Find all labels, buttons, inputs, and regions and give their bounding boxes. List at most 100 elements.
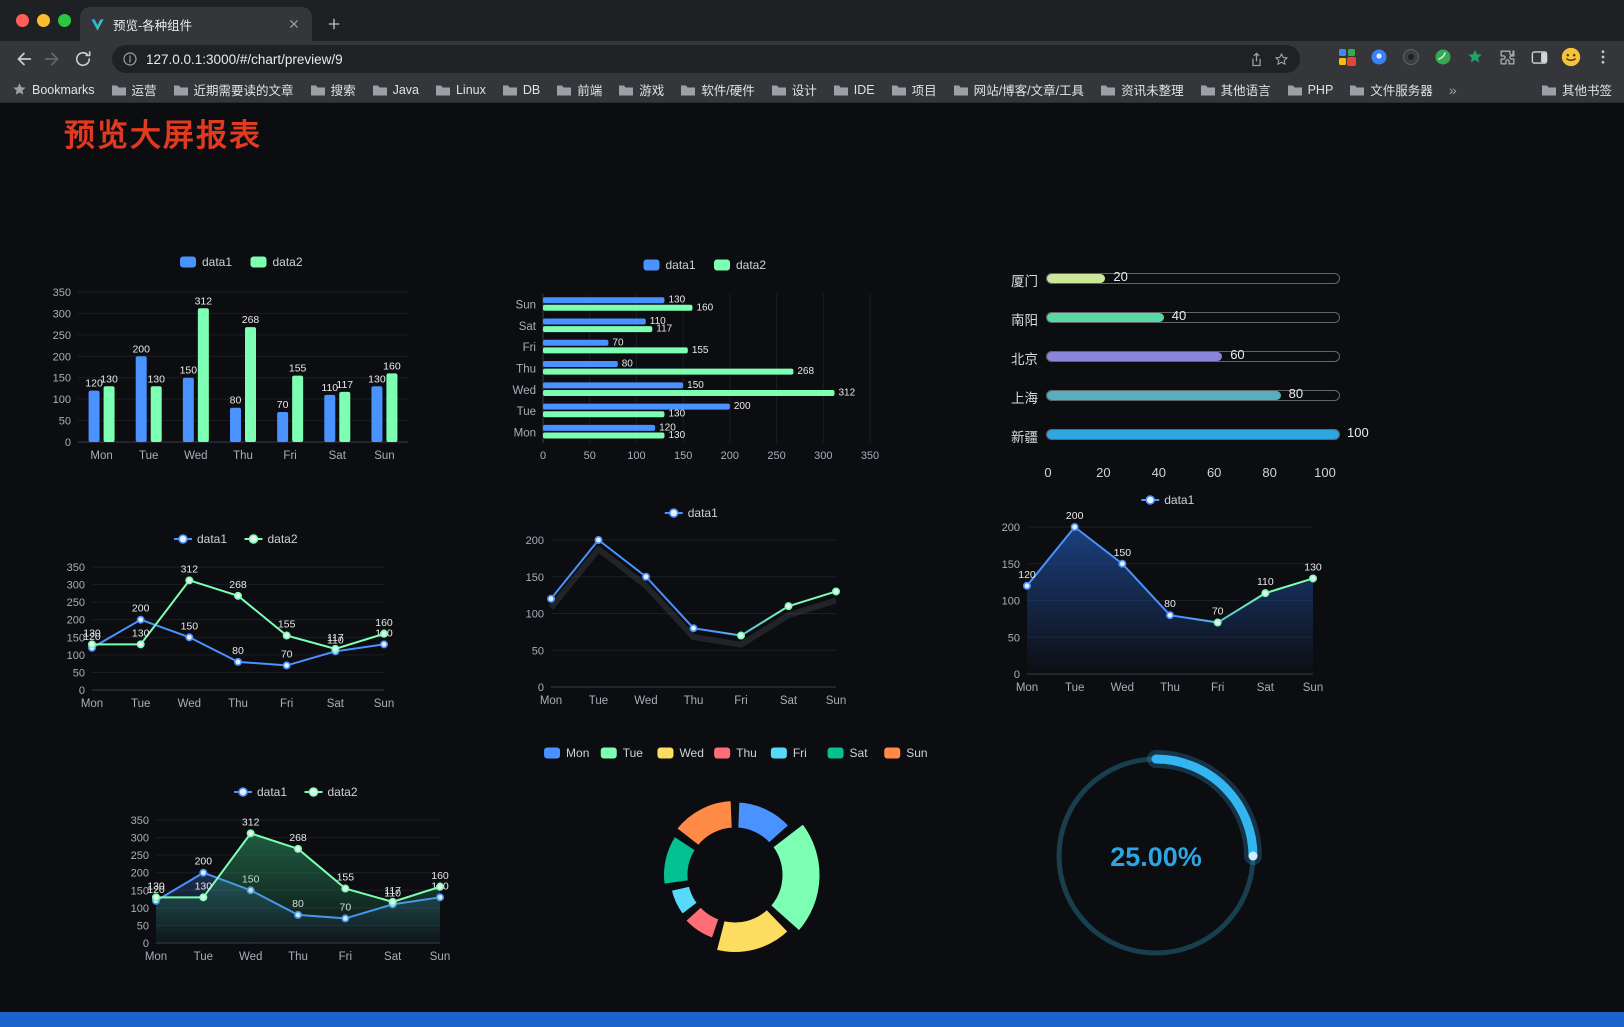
svg-text:130: 130 [668,295,685,306]
svg-text:268: 268 [289,832,307,844]
svg-text:130: 130 [147,880,165,892]
extension-drop-icon[interactable] [1366,44,1392,70]
progress-fill [1047,313,1164,322]
share-icon[interactable] [1248,51,1265,68]
progress-row: 新疆 100 [1000,421,1369,447]
extension-dark-icon[interactable] [1398,44,1424,70]
svg-text:Tue: Tue [131,698,150,710]
folder-icon [111,85,126,95]
bookmark-folder-item[interactable]: 文件服务器 [1349,80,1433,99]
bookmark-folder-item[interactable]: 游戏 [618,80,664,99]
bookmark-folder-item[interactable]: 软件/硬件 [680,80,755,99]
svg-text:117: 117 [336,379,353,391]
svg-text:Sat: Sat [780,695,798,707]
svg-text:312: 312 [242,816,260,828]
bookmark-folder-item[interactable]: 近期需要读的文章 [173,80,294,99]
folder-icon [435,85,450,95]
progress-value: 20 [1113,269,1128,284]
bookmark-folder-item[interactable]: IDE [833,83,875,97]
svg-text:data1: data1 [202,255,232,269]
bookmark-folder-item[interactable]: 其他语言 [1200,80,1271,99]
bookmark-folder-item[interactable]: 网站/博客/文章/工具 [953,80,1084,99]
bookmark-folder-item[interactable]: 运营 [111,80,157,99]
svg-text:data2: data2 [328,785,358,799]
bookmark-folder-item[interactable]: Linux [435,83,486,97]
back-button[interactable] [8,44,38,74]
two-series-line-chart: data1 data2 0 50 100 150 200 250 300 350 Mon Tue Wed… [50,527,420,737]
window-close-button[interactable] [16,14,29,27]
svg-text:Tue: Tue [589,695,608,707]
browser-tab[interactable]: 预览-各种组件 [80,7,312,41]
svg-text:Thu: Thu [228,698,248,710]
window-minimize-button[interactable] [37,14,50,27]
svg-text:200: 200 [53,351,71,363]
bookmark-star-icon[interactable] [1273,51,1290,68]
forward-button[interactable] [38,44,68,74]
svg-text:Thu: Thu [516,364,536,376]
svg-text:155: 155 [692,345,709,356]
profile-avatar[interactable] [1558,44,1584,70]
progress-value: 40 [1171,308,1187,323]
progress-track [1046,390,1340,401]
bookmark-folder-item[interactable]: 资讯未整理 [1100,80,1184,99]
extension-star-icon[interactable] [1462,44,1488,70]
svg-text:110: 110 [321,382,338,394]
svg-text:data1: data1 [1164,493,1194,507]
svg-text:155: 155 [337,872,355,884]
reload-button[interactable] [68,44,98,74]
extension-leaf-icon[interactable] [1430,44,1456,70]
svg-text:100: 100 [67,650,85,662]
site-info-icon[interactable] [122,51,138,67]
window-zoom-button[interactable] [58,14,71,27]
address-bar[interactable]: 127.0.0.1:3000/#/chart/preview/9 [112,45,1300,73]
new-tab-button[interactable] [322,12,346,36]
progress-row: 南阳 40 [1000,304,1360,330]
svg-text:200: 200 [195,856,213,868]
progress-track [1046,429,1340,440]
bookmark-folder-item[interactable]: 搜索 [310,80,356,99]
bookmarks-overflow-icon[interactable]: » [1448,81,1457,98]
svg-text:300: 300 [67,580,85,592]
side-panel-icon[interactable] [1526,44,1552,70]
svg-text:0: 0 [1014,669,1020,681]
svg-text:data2: data2 [268,532,298,546]
progress-fill [1047,391,1281,400]
extensions-puzzle-icon[interactable] [1494,44,1520,70]
svg-text:Fri: Fri [1211,682,1224,694]
bookmark-folder-item[interactable]: PHP [1287,83,1333,97]
bookmarks-app-item[interactable]: Bookmarks [12,82,95,97]
other-bookmarks-folder[interactable]: 其他书签 [1541,80,1612,99]
svg-text:100: 100 [1002,596,1020,608]
svg-text:120: 120 [659,422,676,433]
menu-kebab-icon[interactable] [1590,44,1616,70]
tab-close-icon[interactable] [286,16,302,32]
svg-text:80: 80 [622,359,634,370]
svg-text:70: 70 [277,399,289,411]
svg-text:312: 312 [195,295,213,307]
bookmark-folder-item[interactable]: 前端 [556,80,602,99]
svg-text:100: 100 [53,394,71,406]
bookmark-folder-item[interactable]: 设计 [771,80,817,99]
extension-pixel-icon[interactable] [1334,44,1360,70]
progress-value: 100 [1347,425,1369,440]
svg-text:120: 120 [83,631,101,643]
svg-text:Tue: Tue [517,406,536,418]
toolbar-extensions [1334,44,1616,70]
svg-text:150: 150 [1114,547,1132,559]
svg-text:50: 50 [1008,632,1020,644]
axis-tick-label: 80 [1262,465,1277,480]
progress-track [1046,351,1340,362]
progress-fill [1047,274,1106,283]
svg-text:117: 117 [656,324,672,335]
bookmark-folder-item[interactable]: 项目 [891,80,937,99]
grouped-bar-chart: data1 data2 0 50 100 150 200 250 300 350 Mon Tue Wed… [40,250,420,477]
svg-text:50: 50 [73,667,85,679]
url-text[interactable]: 127.0.0.1:3000/#/chart/preview/9 [146,51,343,67]
progress-label: 北京 [1011,352,1038,367]
bookmark-folder-item[interactable]: Java [372,83,419,97]
svg-text:120: 120 [147,884,165,896]
svg-text:Sun: Sun [374,698,394,710]
bookmark-folder-item[interactable]: DB [502,83,540,97]
folder-icon [173,85,188,95]
